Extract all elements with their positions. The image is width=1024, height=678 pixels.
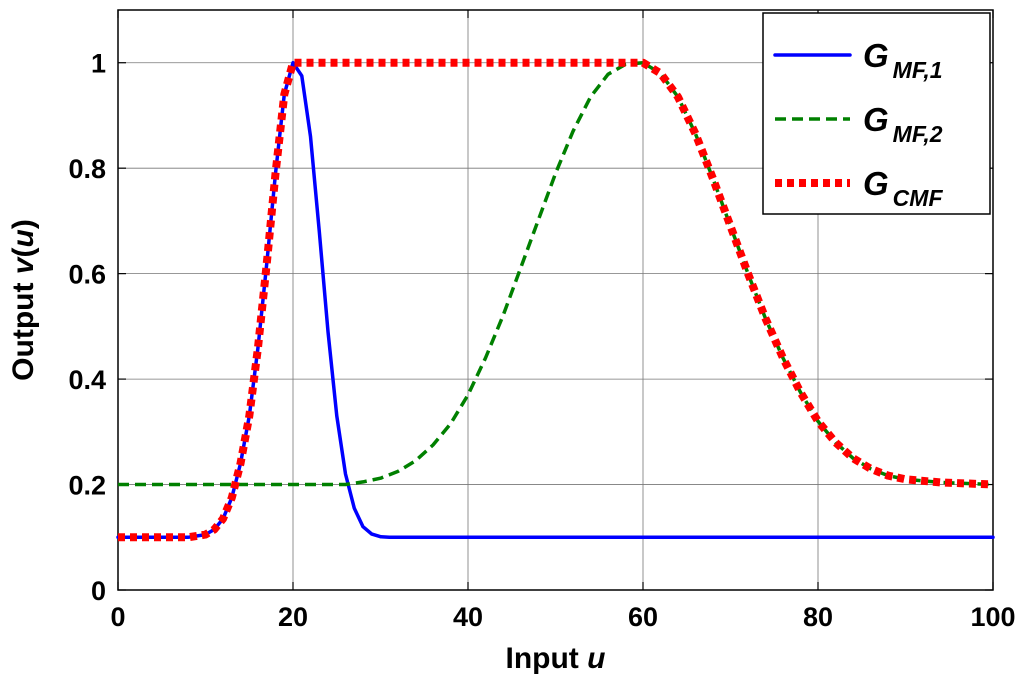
data-series <box>116 58 995 542</box>
x-tick-label: 100 <box>970 602 1015 632</box>
legend-label-3: G CMF <box>863 165 943 211</box>
y-tick-label: 1 <box>91 49 106 79</box>
x-tick-label: 20 <box>278 602 308 632</box>
series-line-2 <box>118 60 994 487</box>
legend-label-2: G MF,2 <box>863 101 943 147</box>
plot-area-frame <box>117 9 994 591</box>
legend: G MF,1 G MF,2 G CMF <box>762 12 991 215</box>
axis-ticks <box>117 10 994 591</box>
x-tick-label: 60 <box>628 602 658 632</box>
y-tick-label: 0 <box>91 576 106 606</box>
series-line-3 <box>118 58 994 542</box>
y-tick-label: 0.6 <box>68 260 106 290</box>
legend-label-1: G MF,1 <box>863 37 943 83</box>
x-tick-label: 80 <box>803 602 833 632</box>
y-axis-label: Output v(u) <box>7 219 40 381</box>
y-tick-label: 0.4 <box>68 365 106 395</box>
y-tick-label: 0.2 <box>68 471 106 501</box>
x-tick-label: 0 <box>110 602 125 632</box>
y-tick-label: 0.8 <box>68 154 106 184</box>
x-axis-label: Input u <box>506 642 606 675</box>
tick-labels: 0 20 40 60 80 100 0 0.2 0.4 0.6 0.8 1 <box>68 49 1015 632</box>
x-tick-label: 40 <box>453 602 483 632</box>
